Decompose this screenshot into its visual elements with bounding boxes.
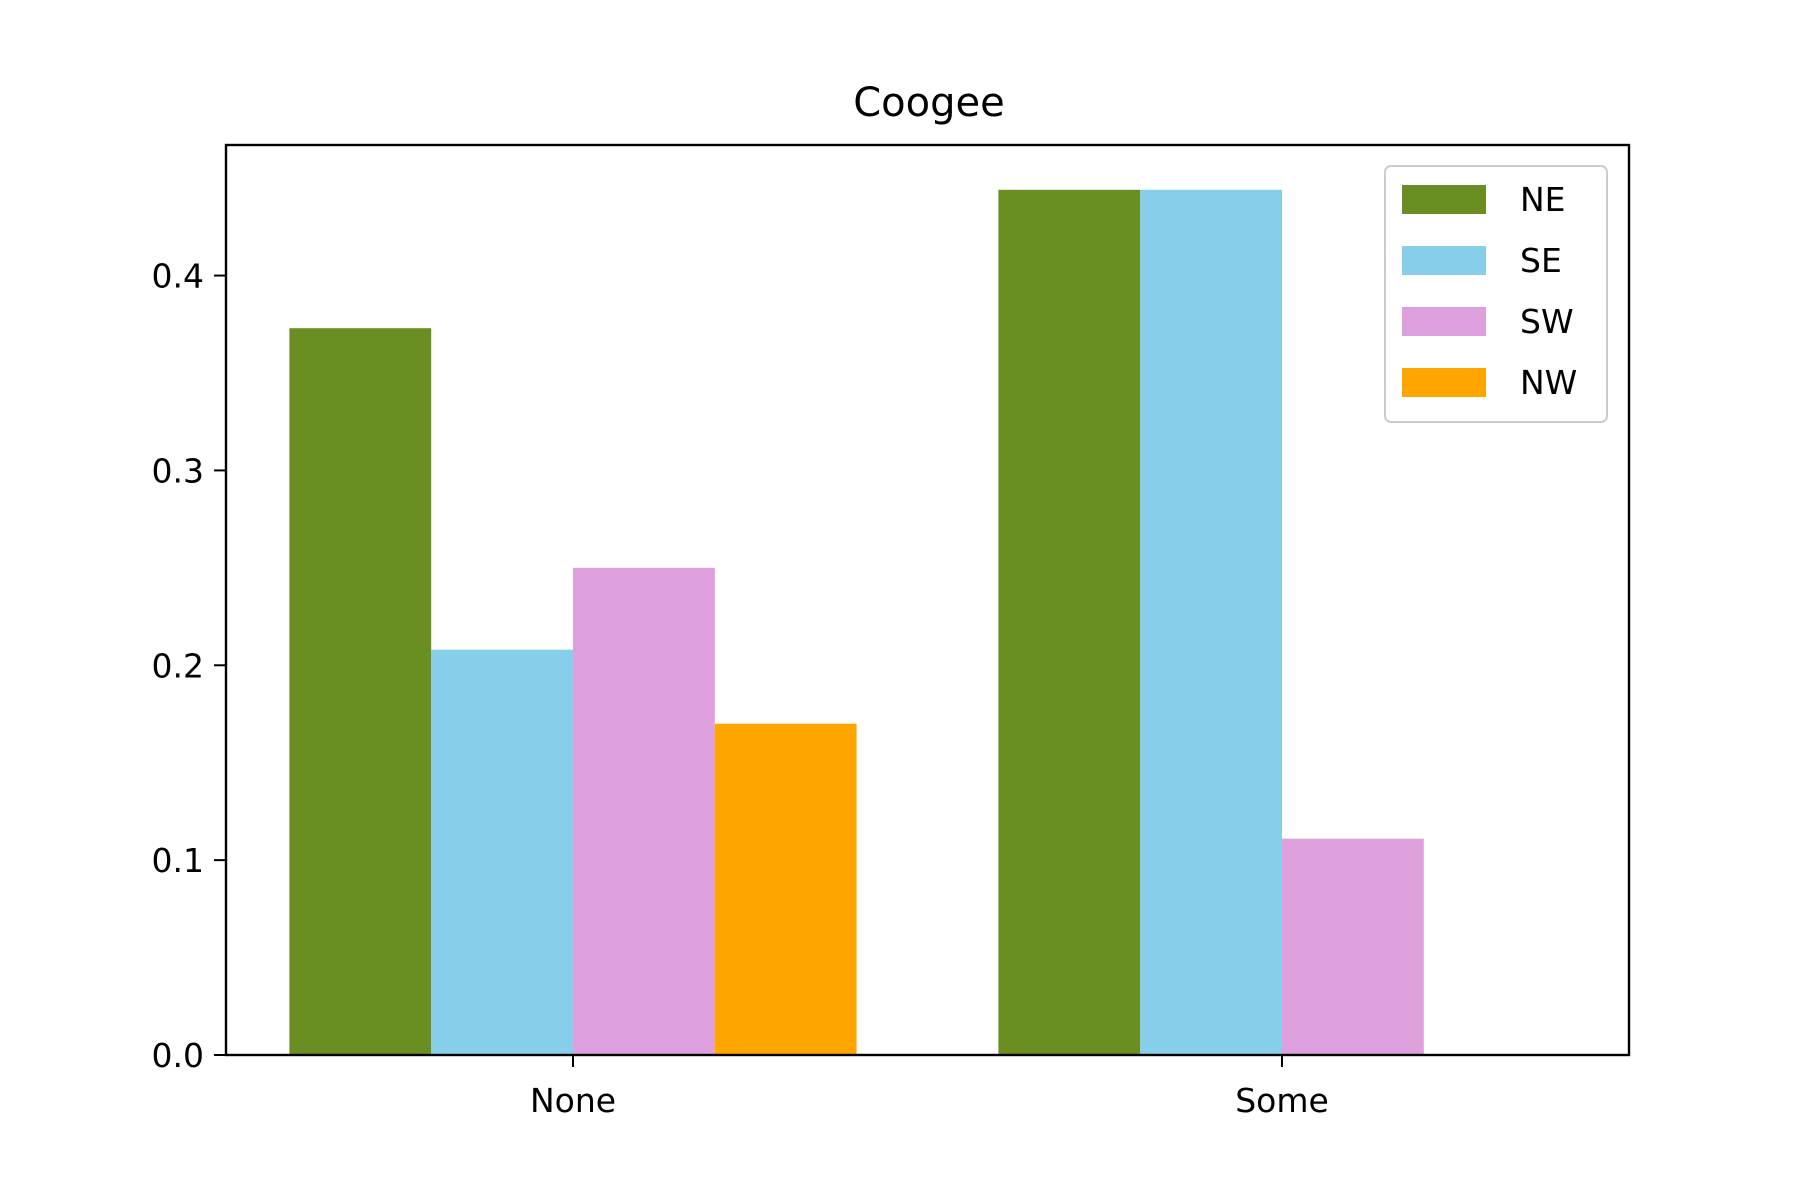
legend-swatch-sw xyxy=(1402,307,1486,336)
y-tick-label: 0.0 xyxy=(152,1036,204,1075)
x-axis: None Some xyxy=(530,1055,1329,1120)
bars-group xyxy=(289,189,1424,1056)
legend-swatch-nw xyxy=(1402,368,1486,397)
chart-title: Coogee xyxy=(853,80,1004,126)
bar-se-some xyxy=(1140,189,1282,1056)
bar-ne-some xyxy=(998,189,1141,1056)
y-tick-label: 0.3 xyxy=(152,451,204,490)
y-tick-label: 0.4 xyxy=(152,257,204,296)
legend-swatch-ne xyxy=(1402,185,1486,214)
legend-label-sw: SW xyxy=(1520,302,1574,341)
y-tick-label: 0.1 xyxy=(152,841,204,880)
bar-sw-none xyxy=(573,567,715,1055)
legend-label-nw: NW xyxy=(1520,363,1577,402)
legend-label-se: SE xyxy=(1520,241,1562,280)
y-tick-label: 0.2 xyxy=(152,646,204,685)
legend-swatch-se xyxy=(1402,246,1486,275)
legend-box xyxy=(1384,165,1608,423)
x-tick-label: Some xyxy=(1235,1081,1329,1120)
plot-frame xyxy=(224,143,1631,1057)
bar-ne-none xyxy=(289,328,432,1055)
bar-se-none xyxy=(431,649,573,1055)
legend: NE SE SW NW xyxy=(1384,165,1608,423)
bar-nw-none xyxy=(714,723,857,1055)
y-axis: 0.0 0.1 0.2 0.3 0.4 xyxy=(152,257,226,1075)
x-tick-label: None xyxy=(530,1081,616,1120)
legend-label-ne: NE xyxy=(1520,180,1566,219)
bar-sw-some xyxy=(1282,838,1424,1055)
